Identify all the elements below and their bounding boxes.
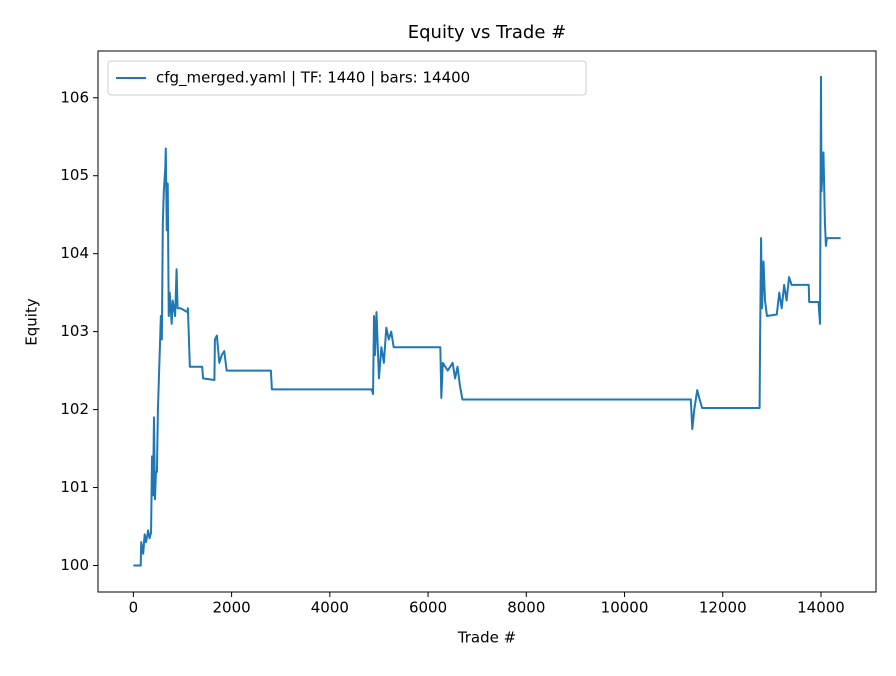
x-tick-label: 8000: [507, 599, 545, 617]
legend-label: cfg_merged.yaml | TF: 1440 | bars: 14400: [156, 69, 470, 88]
y-tick-label: 101: [60, 478, 89, 496]
x-tick-label: 0: [129, 599, 139, 617]
x-tick-label: 12000: [699, 599, 747, 617]
x-axis-label: Trade #: [457, 629, 516, 647]
x-tick-label: 6000: [409, 599, 447, 617]
x-tick-label: 2000: [213, 599, 251, 617]
y-tick-label: 106: [60, 88, 89, 106]
chart-title: Equity vs Trade #: [408, 22, 566, 43]
x-tick-label: 10000: [601, 599, 649, 617]
x-tick-label: 4000: [311, 599, 349, 617]
y-tick-label: 105: [60, 166, 89, 184]
y-tick-label: 102: [60, 400, 89, 418]
equity-line: [133, 75, 841, 567]
x-tick-label: 14000: [797, 599, 845, 617]
y-tick-label: 104: [60, 244, 89, 262]
y-tick-label: 100: [60, 556, 89, 574]
plot-frame: [97, 50, 877, 593]
y-axis-label: Equity: [23, 298, 41, 346]
y-tick-label: 103: [60, 322, 89, 340]
legend-box: [107, 60, 587, 96]
